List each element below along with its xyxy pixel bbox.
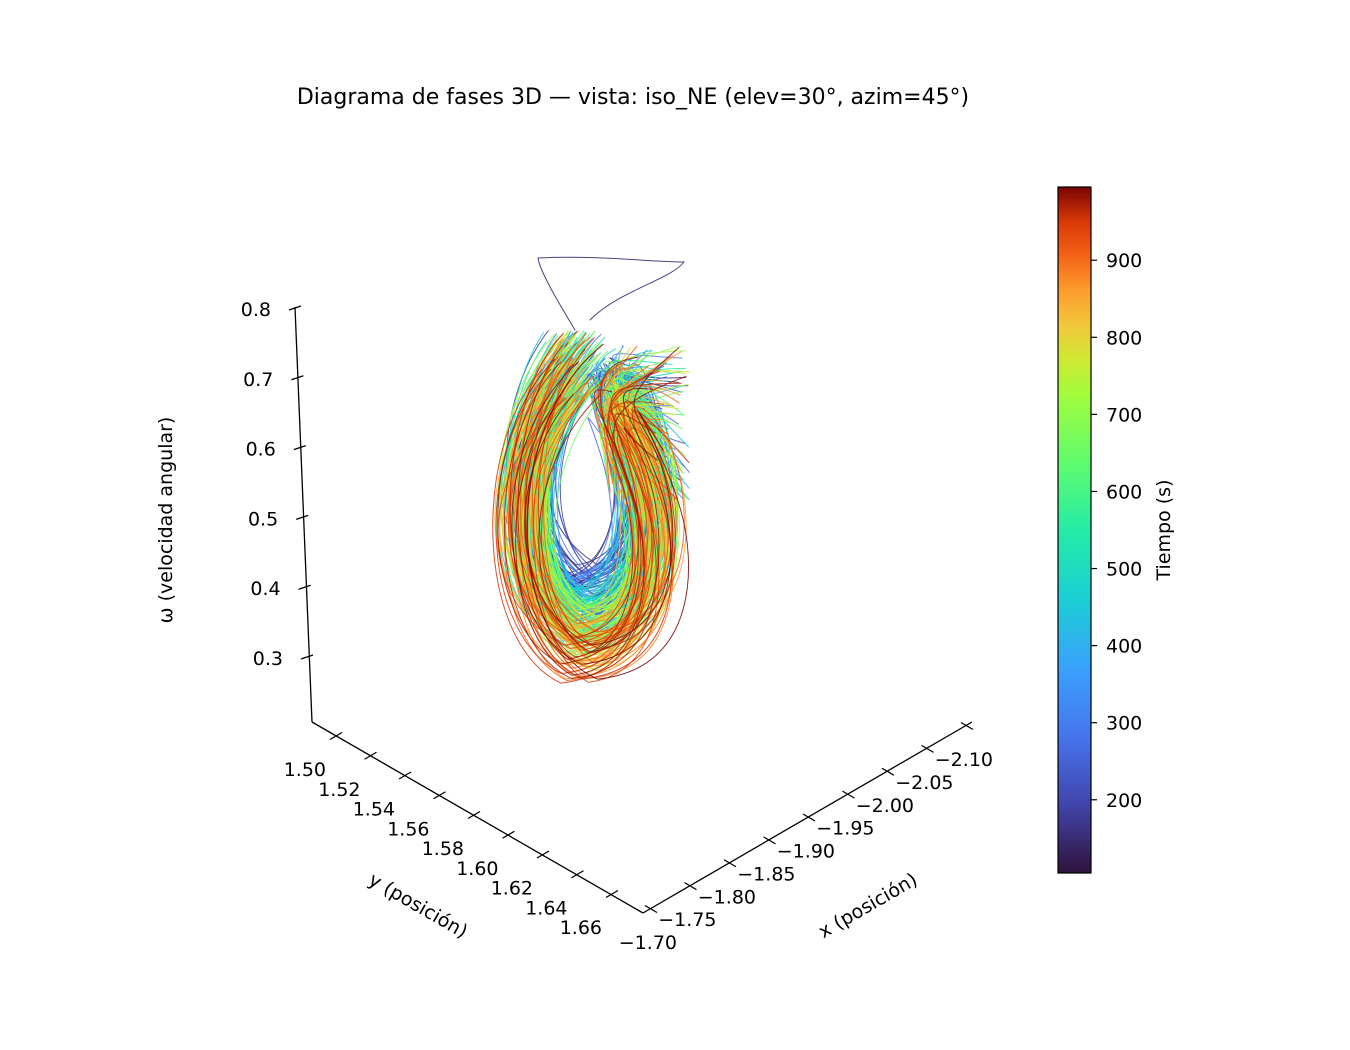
x-tick-label: −1.90 <box>777 841 835 863</box>
z-axis-tick <box>298 584 311 590</box>
z-tick-label: 0.7 <box>243 369 273 391</box>
x-tick-label: −1.75 <box>658 909 716 931</box>
trajectory-segment <box>511 361 672 665</box>
trajectory-segment <box>524 363 682 638</box>
colorbar-tick-label: 600 <box>1106 481 1142 503</box>
z-tick-label: 0.3 <box>253 648 283 670</box>
y-axis-tick <box>433 791 446 800</box>
trajectory-segment <box>508 347 668 632</box>
x-tick-label: −1.85 <box>737 863 795 885</box>
x-axis-line <box>642 721 973 914</box>
x-tick-label: −1.80 <box>698 886 756 908</box>
trajectory-segment <box>497 358 642 665</box>
y-axis-tick <box>364 751 377 760</box>
y-axis-tick <box>571 870 584 879</box>
y-tick-label: 1.62 <box>491 878 533 900</box>
y-axis-label: y (posición) <box>365 869 472 943</box>
z-axis-tick <box>293 444 307 451</box>
y-axis-line <box>311 721 644 914</box>
y-tick-label: 1.60 <box>456 858 498 880</box>
trajectory-segment <box>526 343 690 680</box>
trajectory-segment <box>508 397 677 644</box>
z-axis-label: ω (velocidad angular) <box>155 417 177 624</box>
x-axis-tick <box>881 767 895 776</box>
axes-3d <box>294 306 973 914</box>
colorbar-gradient <box>1057 186 1092 874</box>
y-axis-tick <box>502 830 515 839</box>
y-axis-tick <box>467 810 481 820</box>
tick-labels: 0.30.40.50.60.70.81.501.521.541.561.581.… <box>241 299 993 954</box>
y-axis-tick <box>536 850 550 859</box>
trajectory-segment <box>524 340 655 648</box>
z-axis-tick <box>288 305 302 311</box>
colorbar <box>1057 186 1092 874</box>
colorbar-label: Tiempo (s) <box>1153 480 1175 582</box>
trajectory-segment <box>538 395 660 653</box>
trajectory-segment <box>503 361 657 680</box>
y-tick-label: 1.56 <box>387 818 429 840</box>
trajectory-segment <box>524 347 680 646</box>
y-tick-label: 1.52 <box>318 779 360 801</box>
x-axis-tick <box>802 813 816 822</box>
x-axis-tick <box>644 904 658 914</box>
colorbar-tick-label: 700 <box>1106 404 1142 426</box>
y-tick-label: 1.66 <box>560 917 602 939</box>
y-tick-label: 1.58 <box>422 838 464 860</box>
x-axis-tick <box>723 859 737 868</box>
trajectory-segment <box>522 390 665 666</box>
colorbar-tick-label: 800 <box>1106 327 1142 349</box>
x-axis-tick <box>763 836 776 845</box>
trajectory-series <box>492 256 691 684</box>
chart-title: Diagrama de fases 3D — vista: iso_NE (el… <box>297 85 969 110</box>
z-tick-label: 0.6 <box>246 439 276 461</box>
trajectory-segment <box>541 391 653 654</box>
trajectory-segment <box>517 345 639 660</box>
z-tick-label: 0.8 <box>241 299 271 321</box>
z-axis-tick <box>300 654 314 660</box>
colorbar-tick-label: 200 <box>1106 790 1142 812</box>
colorbar-tick-label: 300 <box>1106 713 1142 735</box>
x-axis-tick <box>921 744 934 753</box>
x-tick-label: −2.10 <box>935 749 993 771</box>
trajectory-segment <box>535 351 682 624</box>
z-axis-tick <box>291 375 304 381</box>
x-tick-label: −2.05 <box>895 772 953 794</box>
colorbar-tick-label: 500 <box>1106 559 1142 581</box>
y-tick-label: 1.50 <box>284 759 326 781</box>
x-tick-label: −1.70 <box>619 932 677 954</box>
y-tick-label: 1.64 <box>525 897 567 919</box>
y-axis-tick <box>329 731 343 741</box>
colorbar-ticks: 200 300 400 500 600 700 800 900 <box>1091 250 1142 812</box>
trajectory-segment <box>509 332 690 680</box>
trajectory-initial-excursion <box>537 256 686 331</box>
y-tick-label: 1.54 <box>353 799 395 821</box>
colorbar-tick-label: 900 <box>1106 250 1142 272</box>
z-tick-label: 0.4 <box>250 578 280 600</box>
x-axis-tick <box>842 790 855 799</box>
colorbar-tick-label: 400 <box>1106 636 1142 658</box>
x-axis-label: x (posición) <box>815 869 922 943</box>
trajectory-segment <box>533 367 660 683</box>
x-tick-label: −1.95 <box>816 818 874 840</box>
z-tick-label: 0.5 <box>248 508 278 530</box>
x-tick-label: −2.00 <box>856 795 914 817</box>
x-axis-tick <box>684 882 697 891</box>
trajectory-segment <box>536 399 670 633</box>
y-axis-tick <box>398 771 412 780</box>
z-axis-line <box>294 306 313 723</box>
y-axis-tick <box>605 889 619 899</box>
x-axis-tick <box>960 721 974 731</box>
z-axis-tick <box>295 514 309 521</box>
trajectory-segment <box>526 370 660 658</box>
tick-marks <box>288 305 974 914</box>
